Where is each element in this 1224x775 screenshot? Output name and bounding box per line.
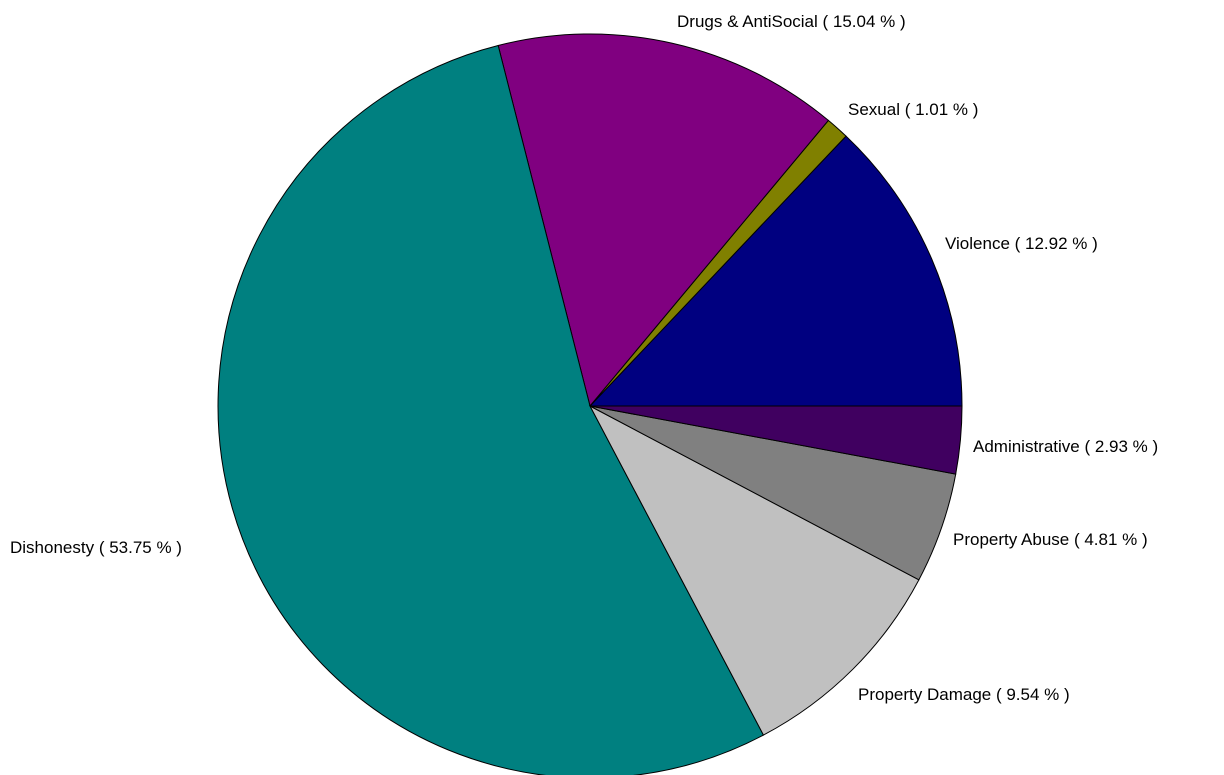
pie-slice-property-damage — [588, 404, 920, 736]
slice-label-property-abuse: Property Abuse ( 4.81 % ) — [953, 530, 1148, 549]
slice-label-drugs-antisocial: Drugs & AntiSocial ( 15.04 % ) — [677, 12, 906, 31]
slice-label-sexual: Sexual ( 1.01 % ) — [848, 100, 978, 119]
slice-label-property-damage: Property Damage ( 9.54 % ) — [858, 685, 1070, 704]
pie-slice-violence — [588, 135, 963, 407]
pie-slice-dishonesty — [217, 44, 765, 775]
slice-label-dishonesty: Dishonesty ( 53.75 % ) — [10, 538, 182, 557]
slices-layer — [217, 33, 963, 775]
labels-layer: Violence ( 12.92 % ) Sexual ( 1.01 % ) Dru… — [10, 12, 1158, 704]
pie-slice-drugs-antisocial — [497, 33, 830, 408]
pie-slice-administrative — [589, 405, 963, 475]
slice-label-violence: Violence ( 12.92 % ) — [945, 234, 1098, 253]
slice-label-administrative: Administrative ( 2.93 % ) — [973, 437, 1158, 456]
